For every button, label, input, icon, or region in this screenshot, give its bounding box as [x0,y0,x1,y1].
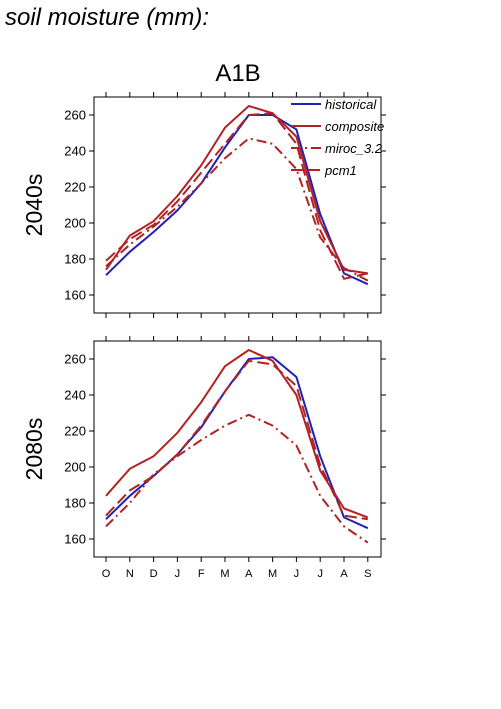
legend-label-pcm1: pcm1 [324,163,357,178]
plot-frame [93,340,382,558]
x-tick-label: A [245,568,253,580]
y-tick-label: 240 [64,144,86,159]
chart-title: A1B [215,60,260,87]
y-axis-label: 2080s [21,418,47,481]
y-tick-label: 260 [64,108,86,123]
y-tick-label: 200 [64,216,86,231]
x-tick-label: D [150,568,158,580]
series-line-pcm1 [105,112,369,280]
x-tick-label: O [102,568,111,580]
y-tick-label: 160 [64,532,86,547]
x-tick-label: S [364,568,371,580]
legend-label-composite: composite [325,119,384,134]
y-tick-label: 260 [64,352,86,367]
y-tick-label: 200 [64,460,86,475]
legend-label-miroc: miroc_3.2 [325,141,383,156]
x-tick-label: A [340,568,348,580]
series-line-historical [105,114,369,286]
y-tick-label: 220 [64,424,86,439]
x-tick-label: N [126,568,134,580]
plot-frame [93,96,382,314]
series-line-pcm1 [105,359,368,521]
series-line-composite [105,349,369,519]
series-line-historical [105,356,369,530]
y-tick-label: 180 [64,496,86,511]
page-title: soil moisture (mm): [5,4,210,31]
series-line-miroc-3-2 [105,137,369,282]
x-tick-label: M [268,568,277,580]
chart-panel-1: 160 180 200 220 240 260 2040s [21,92,386,318]
x-tick-label: F [198,568,205,580]
x-tick-label: J [175,568,181,580]
chart-legend: historical composite miroc_3.2 pcm1 [291,97,384,178]
legend-label-historical: historical [325,97,377,112]
y-tick-label: 220 [64,180,86,195]
x-tick-label: J [317,568,323,580]
y-axis-label: 2040s [21,174,47,237]
x-tick-label: M [220,568,229,580]
x-tick-label: J [294,568,300,580]
chart-panel-2: 160 180 200 220 240 260 O N D J F M A M J J A S 2080s [21,336,386,580]
y-tick-label: 240 [64,388,86,403]
y-tick-label: 180 [64,252,86,267]
series-line-composite [105,105,368,275]
y-tick-label: 160 [64,288,86,303]
